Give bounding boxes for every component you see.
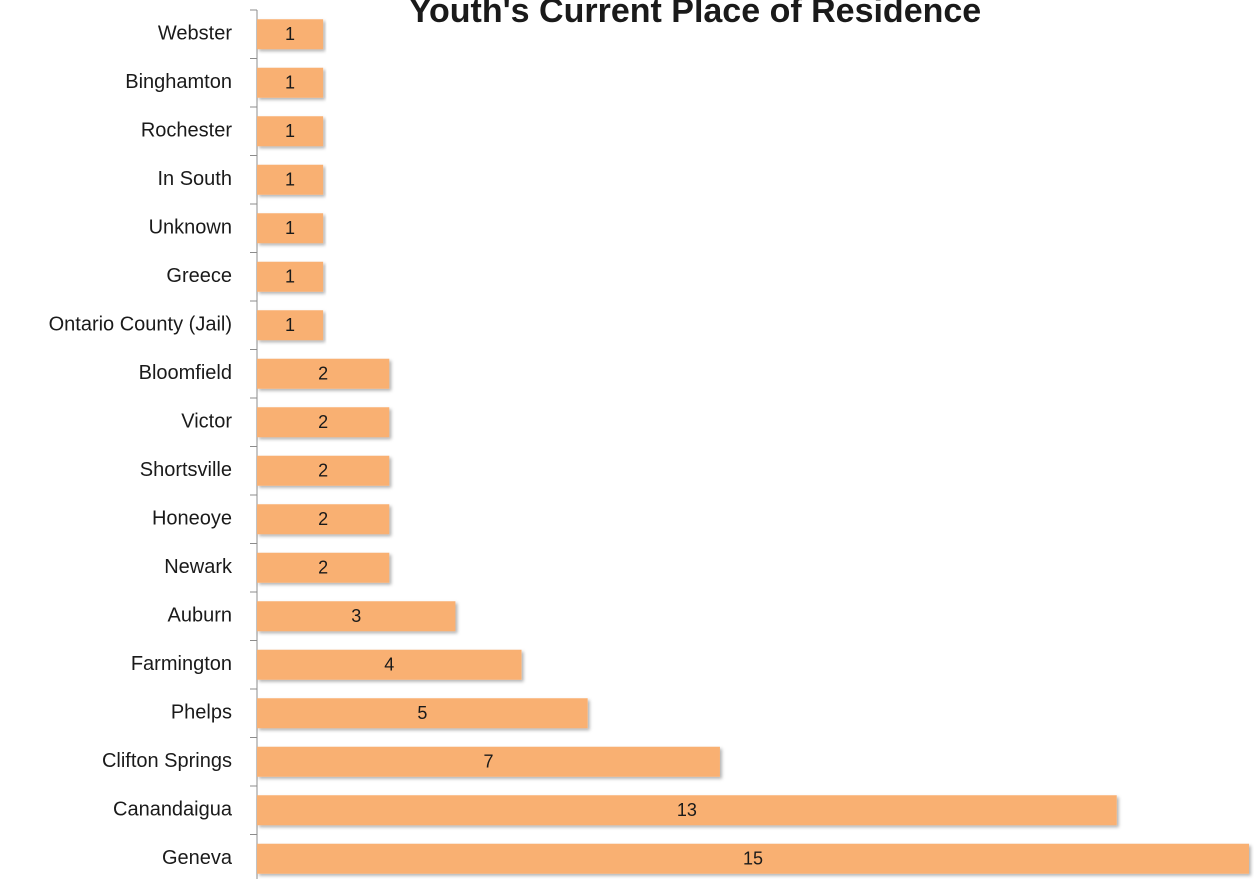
data-label: 1: [285, 73, 295, 93]
data-label: 1: [285, 121, 295, 141]
y-tick-label: Geneva: [162, 847, 233, 869]
y-tick-label: Phelps: [171, 702, 232, 724]
y-tick-label: Webster: [158, 23, 232, 45]
bar: [257, 649, 522, 680]
data-label: 1: [285, 170, 295, 190]
y-tick-label: In South: [157, 168, 232, 190]
y-tick-label: Shortsville: [140, 459, 232, 481]
y-tick-label: Victor: [181, 411, 232, 433]
y-tick-label: Auburn: [168, 605, 233, 627]
chart-title: Youth's Current Place of Residence: [409, 0, 981, 30]
bar: [257, 843, 1249, 874]
y-tick-label: Clifton Springs: [102, 750, 232, 772]
data-label: 2: [318, 558, 328, 578]
bar: [257, 116, 324, 147]
data-label: 2: [318, 509, 328, 529]
bar: [257, 455, 390, 486]
data-label: 1: [285, 24, 295, 44]
bar: [257, 407, 390, 438]
bar: [257, 698, 588, 729]
y-tick-label: Rochester: [141, 120, 232, 142]
data-label: 1: [285, 315, 295, 335]
data-label: 13: [677, 800, 697, 820]
data-label: 4: [384, 655, 394, 675]
bar: [257, 504, 390, 535]
bar: [257, 746, 720, 777]
data-label: 2: [318, 461, 328, 481]
bar: [257, 795, 1117, 826]
y-tick-label: Canandaigua: [113, 799, 233, 821]
data-label: 15: [743, 849, 763, 869]
bar: [257, 19, 324, 50]
data-label: 3: [351, 606, 361, 626]
y-tick-label: Unknown: [149, 217, 232, 239]
data-label: 2: [318, 364, 328, 384]
data-label: 7: [483, 752, 493, 772]
data-label: 2: [318, 412, 328, 432]
y-tick-label: Honeoye: [152, 508, 232, 530]
y-tick-label: Ontario County (Jail): [49, 314, 232, 336]
bar: [257, 358, 390, 389]
y-tick-label: Newark: [164, 556, 233, 578]
bar: [257, 310, 324, 341]
bar: [257, 67, 324, 98]
bar: [257, 213, 324, 244]
bar: [257, 601, 456, 632]
data-label: 5: [417, 703, 427, 723]
bar: [257, 261, 324, 292]
y-tick-label: Farmington: [131, 653, 232, 675]
y-tick-label: Bloomfield: [139, 362, 232, 384]
bar: [257, 164, 324, 195]
data-label: 1: [285, 267, 295, 287]
y-tick-label: Binghamton: [125, 71, 232, 93]
data-label: 1: [285, 218, 295, 238]
bar: [257, 552, 390, 583]
y-tick-label: Greece: [166, 265, 232, 287]
